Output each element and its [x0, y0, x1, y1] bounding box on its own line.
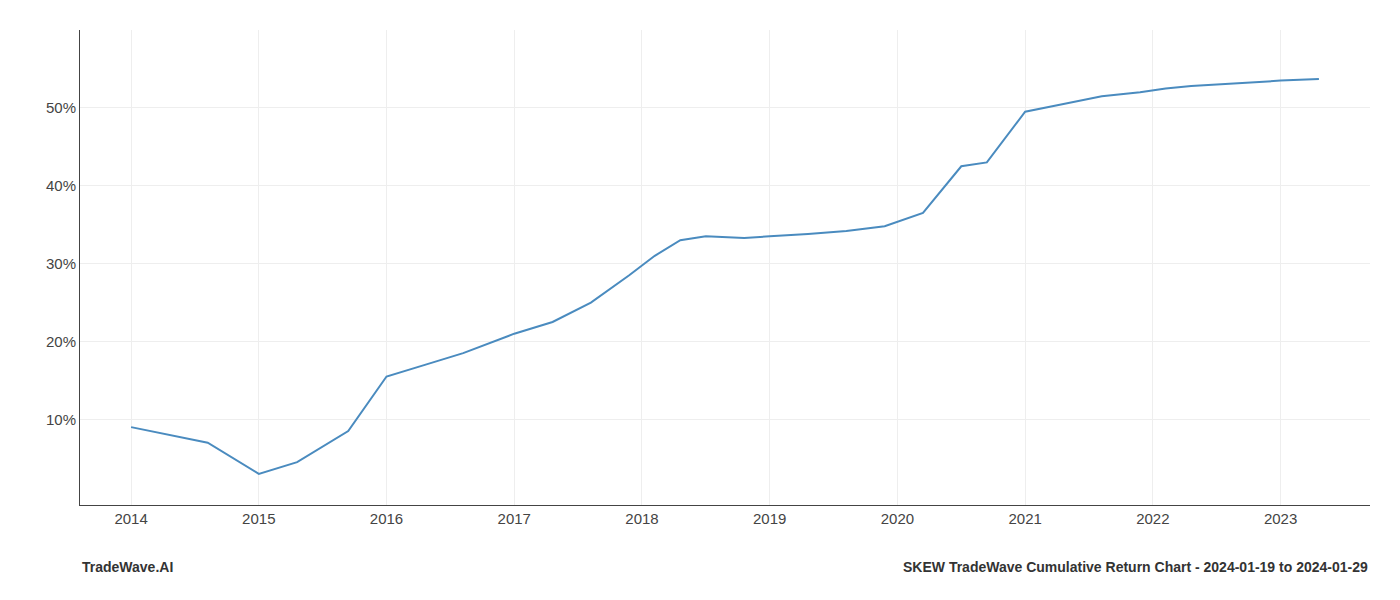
svg-text:SKEW TradeWave Cumulative Retu: SKEW TradeWave Cumulative Return Chart -…: [903, 559, 1368, 575]
svg-text:50%: 50%: [46, 99, 76, 116]
svg-text:2021: 2021: [1008, 510, 1041, 527]
svg-text:2023: 2023: [1264, 510, 1297, 527]
svg-text:2018: 2018: [625, 510, 658, 527]
svg-text:2019: 2019: [753, 510, 786, 527]
svg-text:2020: 2020: [881, 510, 914, 527]
svg-text:2016: 2016: [370, 510, 403, 527]
svg-text:2022: 2022: [1136, 510, 1169, 527]
svg-text:2017: 2017: [498, 510, 531, 527]
svg-text:TradeWave.AI: TradeWave.AI: [82, 559, 173, 575]
svg-text:30%: 30%: [46, 255, 76, 272]
svg-text:40%: 40%: [46, 177, 76, 194]
svg-text:20%: 20%: [46, 333, 76, 350]
svg-text:2014: 2014: [114, 510, 147, 527]
svg-text:10%: 10%: [46, 411, 76, 428]
svg-text:2015: 2015: [242, 510, 275, 527]
